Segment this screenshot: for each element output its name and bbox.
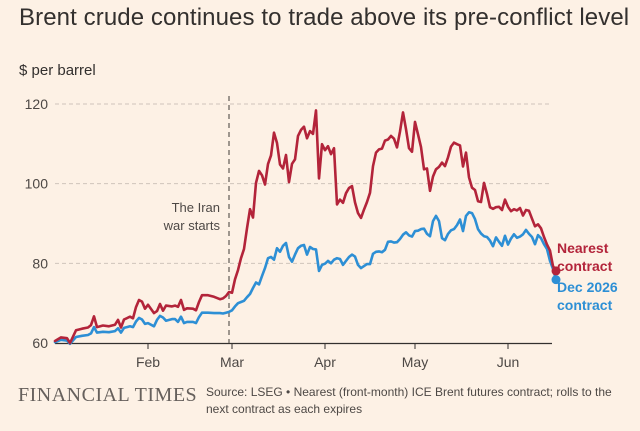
end-label-layer: Nearest contract Dec 2026 contract	[557, 240, 618, 313]
source-note: Source: LSEG • Nearest (front-month) ICE…	[206, 385, 612, 416]
y-tick-label-60: 60	[32, 335, 48, 351]
y-axis-unit-label: $ per barrel	[19, 62, 96, 79]
x-tick-label-may: May	[402, 354, 428, 370]
event-layer: The Iran war starts	[163, 96, 230, 343]
y-tick-label-100: 100	[25, 176, 49, 192]
dec-2026-contract-label-line-2: contract	[557, 297, 613, 313]
x-tick-label-feb: Feb	[136, 354, 160, 370]
x-tick-label-mar: Mar	[220, 354, 244, 370]
event-annotation-line-2: war starts	[163, 218, 221, 233]
y-tick-label-80: 80	[32, 255, 48, 271]
chart-title: Brent crude continues to trade above its…	[19, 4, 630, 31]
axis-layer: Feb Mar Apr May Jun	[55, 342, 552, 370]
dec-2026-contract-label-line-1: Dec 2026	[557, 279, 618, 295]
dec2026-end-dot	[551, 275, 561, 285]
ft-logo: FINANCIAL TIMES	[18, 384, 198, 406]
nearest-contract-label-line-1: Nearest	[557, 240, 609, 256]
x-tick-label-apr: Apr	[314, 354, 336, 370]
event-annotation-line-1: The Iran	[172, 200, 220, 215]
x-tick-label-jun: Jun	[497, 354, 520, 370]
nearest-series-line	[53, 109, 558, 345]
nearest-end-dot	[551, 266, 561, 276]
nearest-contract-label-line-2: contract	[557, 258, 613, 274]
dec2026-series-line	[53, 211, 558, 346]
y-tick-label-120: 120	[25, 96, 49, 112]
grid-layer: 60 80 100 120	[25, 96, 552, 351]
series-layer	[53, 109, 561, 346]
